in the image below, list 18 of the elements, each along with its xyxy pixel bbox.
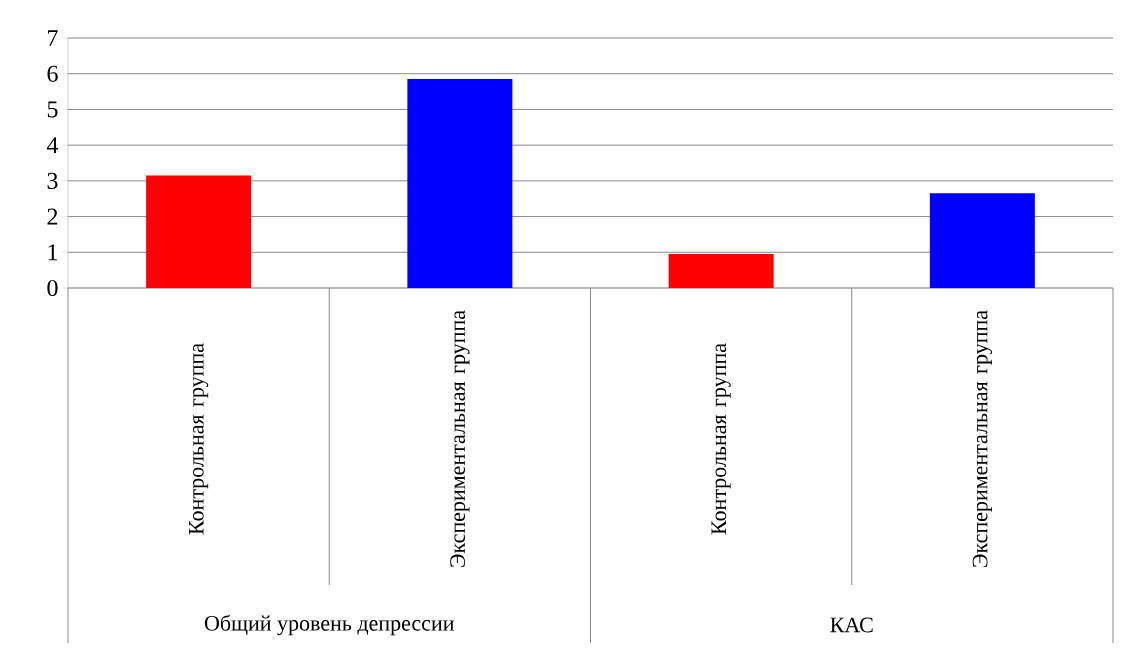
y-tick-label: 0 [47, 279, 58, 297]
text: КАС [830, 617, 873, 633]
bar [146, 175, 252, 288]
y-tick-label: 3 [47, 172, 58, 189]
y-tick-label: 7 [48, 30, 58, 46]
y-tick-label: 6 [47, 65, 58, 82]
text: Общий уровень депрессии [204, 614, 454, 636]
x-tick-label: Контрольная группа [189, 343, 209, 535]
bar [668, 254, 774, 288]
bar [929, 193, 1035, 288]
y-tick-label: 2 [47, 208, 58, 225]
x-tick-label: Контрольная группа [711, 343, 731, 535]
y-tick-label: 5 [47, 101, 58, 118]
x-tick-label: Экспериментальная группа [972, 310, 993, 567]
x-tick-label: Экспериментальная группа [450, 310, 470, 567]
y-tick-label: 4 [46, 137, 59, 154]
y-tick-label: 1 [48, 244, 58, 261]
bar [407, 79, 513, 288]
